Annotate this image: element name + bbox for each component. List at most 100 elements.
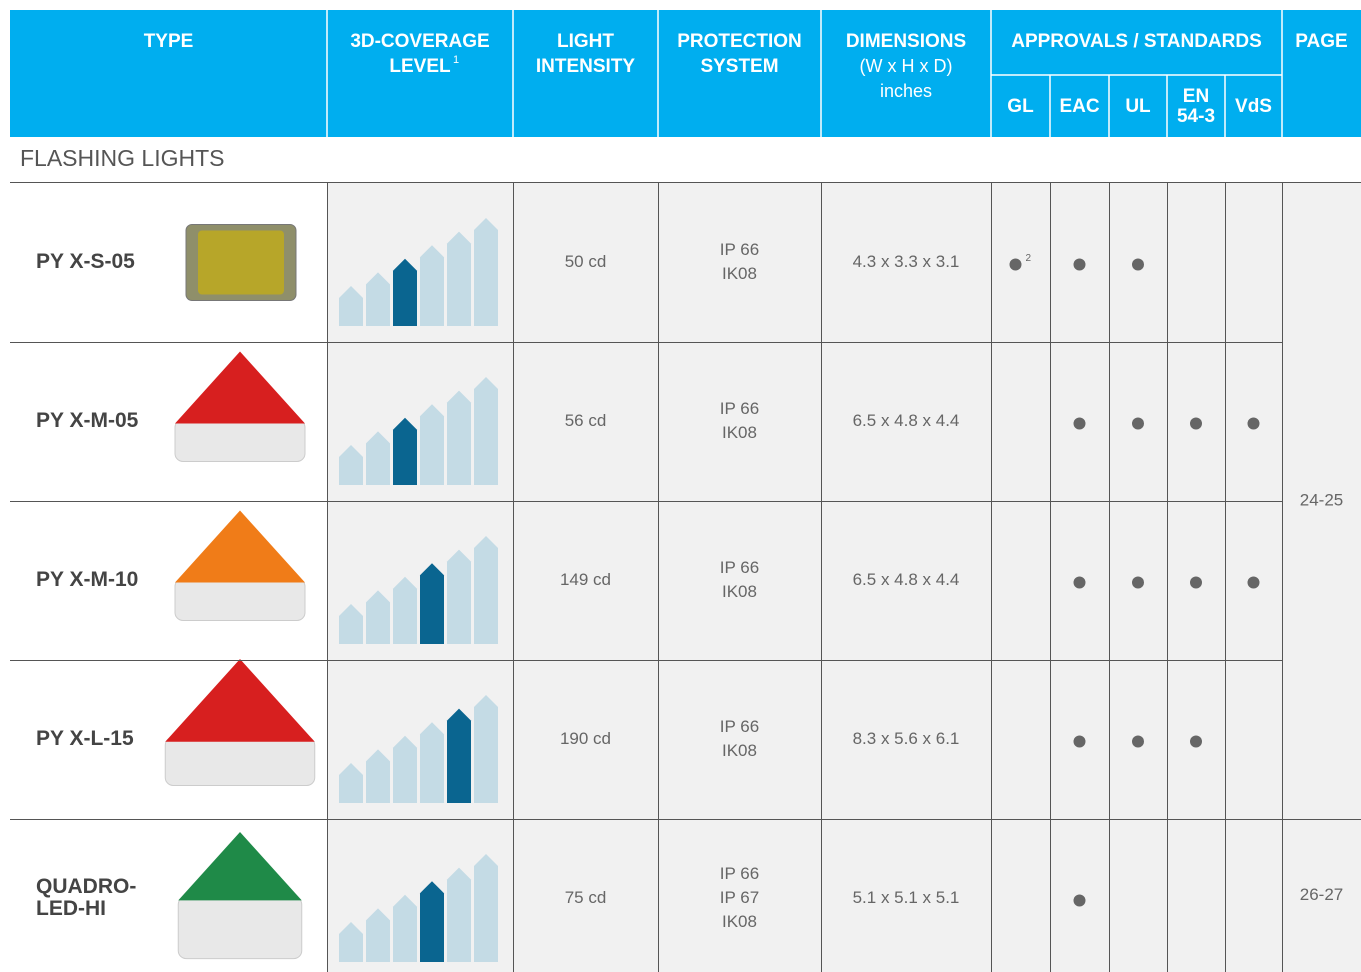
header-protection: PROTECTION <box>677 31 802 52</box>
body-background <box>327 183 1361 972</box>
coverage-bar <box>447 708 471 803</box>
header-approval: 54-3 <box>1177 106 1215 127</box>
coverage-bar <box>420 404 444 485</box>
coverage-bar <box>447 390 471 485</box>
approval-dot <box>1009 258 1022 271</box>
protection: IP 66 <box>720 558 759 577</box>
gl-footnote: 2 <box>1026 253 1032 264</box>
coverage-bar <box>339 922 363 962</box>
header-background <box>10 10 1361 137</box>
product-type: PY X-M-05 <box>36 409 139 432</box>
product-image <box>185 224 297 301</box>
protection: IK08 <box>722 423 757 442</box>
protection: IK08 <box>722 741 757 760</box>
coverage-icon <box>339 218 498 326</box>
header-page: PAGE <box>1295 31 1347 52</box>
coverage-bar <box>420 722 444 803</box>
coverage-bar <box>393 258 417 326</box>
approval-dot <box>1073 894 1086 907</box>
approval-dot <box>1073 417 1086 430</box>
protection: IP 66 <box>720 240 759 259</box>
header-dimensions-sub: (W x H x D) <box>860 56 953 76</box>
header-approvals: APPROVALS / STANDARDS <box>1011 31 1262 52</box>
approval-dot <box>1132 258 1144 271</box>
product-type: QUADRO- <box>36 875 136 898</box>
approval-dot <box>1073 735 1086 748</box>
product-image <box>177 832 303 960</box>
lamp-lens <box>198 230 284 295</box>
product-type: PY X-M-10 <box>36 568 138 591</box>
approval-dot <box>1190 576 1202 589</box>
coverage-icon <box>339 377 498 485</box>
product-image <box>174 510 306 621</box>
approval-dot <box>1247 576 1260 589</box>
coverage-bar <box>420 881 444 962</box>
lamp-base <box>164 736 316 787</box>
header-dimensions: DIMENSIONS <box>846 31 966 52</box>
coverage-bar <box>366 590 390 644</box>
dimensions: 4.3 x 3.3 x 3.1 <box>853 252 960 271</box>
lamp-dome <box>165 659 315 742</box>
coverage-bar <box>339 445 363 485</box>
lamp-dome <box>175 510 305 583</box>
coverage-bar <box>393 735 417 803</box>
coverage-bar <box>393 894 417 962</box>
coverage-bar <box>366 272 390 326</box>
header-coverage: 3D-COVERAGE <box>350 31 489 52</box>
intensity: 75 cd <box>565 888 607 907</box>
approval-dot <box>1132 576 1144 589</box>
header-approval: UL <box>1125 96 1151 117</box>
lamp-dome <box>178 832 302 901</box>
protection: IK08 <box>722 264 757 283</box>
coverage-bar <box>366 749 390 803</box>
header-protection: SYSTEM <box>700 56 778 77</box>
coverage-icon <box>339 695 498 803</box>
product-image <box>174 351 306 462</box>
dimensions: 8.3 x 5.6 x 6.1 <box>853 729 960 748</box>
protection: IP 67 <box>720 888 759 907</box>
coverage-bar <box>474 536 498 644</box>
approval-dot <box>1073 576 1086 589</box>
coverage-bar <box>339 763 363 803</box>
product-type: PY X-S-05 <box>36 250 135 273</box>
header-approval: GL <box>1007 96 1034 117</box>
approval-dot <box>1132 735 1144 748</box>
coverage-bar <box>447 549 471 644</box>
coverage-bar <box>420 563 444 644</box>
coverage-bar <box>339 286 363 326</box>
coverage-bar <box>420 245 444 326</box>
coverage-bar <box>366 908 390 962</box>
header-type: TYPE <box>144 31 194 52</box>
intensity: 149 cd <box>560 570 611 589</box>
dimensions: 6.5 x 4.8 x 4.4 <box>853 411 960 430</box>
approval-dot <box>1247 417 1260 430</box>
header-dimensions-sub: inches <box>880 81 932 101</box>
coverage-icon <box>339 854 498 962</box>
coverage-bar <box>447 867 471 962</box>
intensity: 190 cd <box>560 729 611 748</box>
header-intensity: INTENSITY <box>536 56 636 77</box>
header-footnote: 1 <box>453 54 459 66</box>
coverage-icon <box>339 536 498 644</box>
protection: IP 66 <box>720 864 759 883</box>
approval-dot <box>1190 417 1202 430</box>
approval-dot <box>1132 417 1144 430</box>
lamp-base <box>174 578 306 621</box>
lamp-base <box>174 419 306 462</box>
lamp-dome <box>175 351 305 424</box>
intensity: 56 cd <box>565 411 607 430</box>
dimensions: 6.5 x 4.8 x 4.4 <box>853 570 960 589</box>
protection: IK08 <box>722 582 757 601</box>
coverage-bar <box>366 431 390 485</box>
coverage-bar <box>474 695 498 803</box>
coverage-bar <box>474 854 498 962</box>
product-type: PY X-L-15 <box>36 727 134 750</box>
lamp-base <box>177 896 303 960</box>
dimensions: 5.1 x 5.1 x 5.1 <box>853 888 960 907</box>
protection: IK08 <box>722 912 757 931</box>
coverage-bar <box>474 377 498 485</box>
approval-dot <box>1190 735 1202 748</box>
product-image <box>164 659 316 787</box>
section-title: FLASHING LIGHTS <box>20 145 224 171</box>
